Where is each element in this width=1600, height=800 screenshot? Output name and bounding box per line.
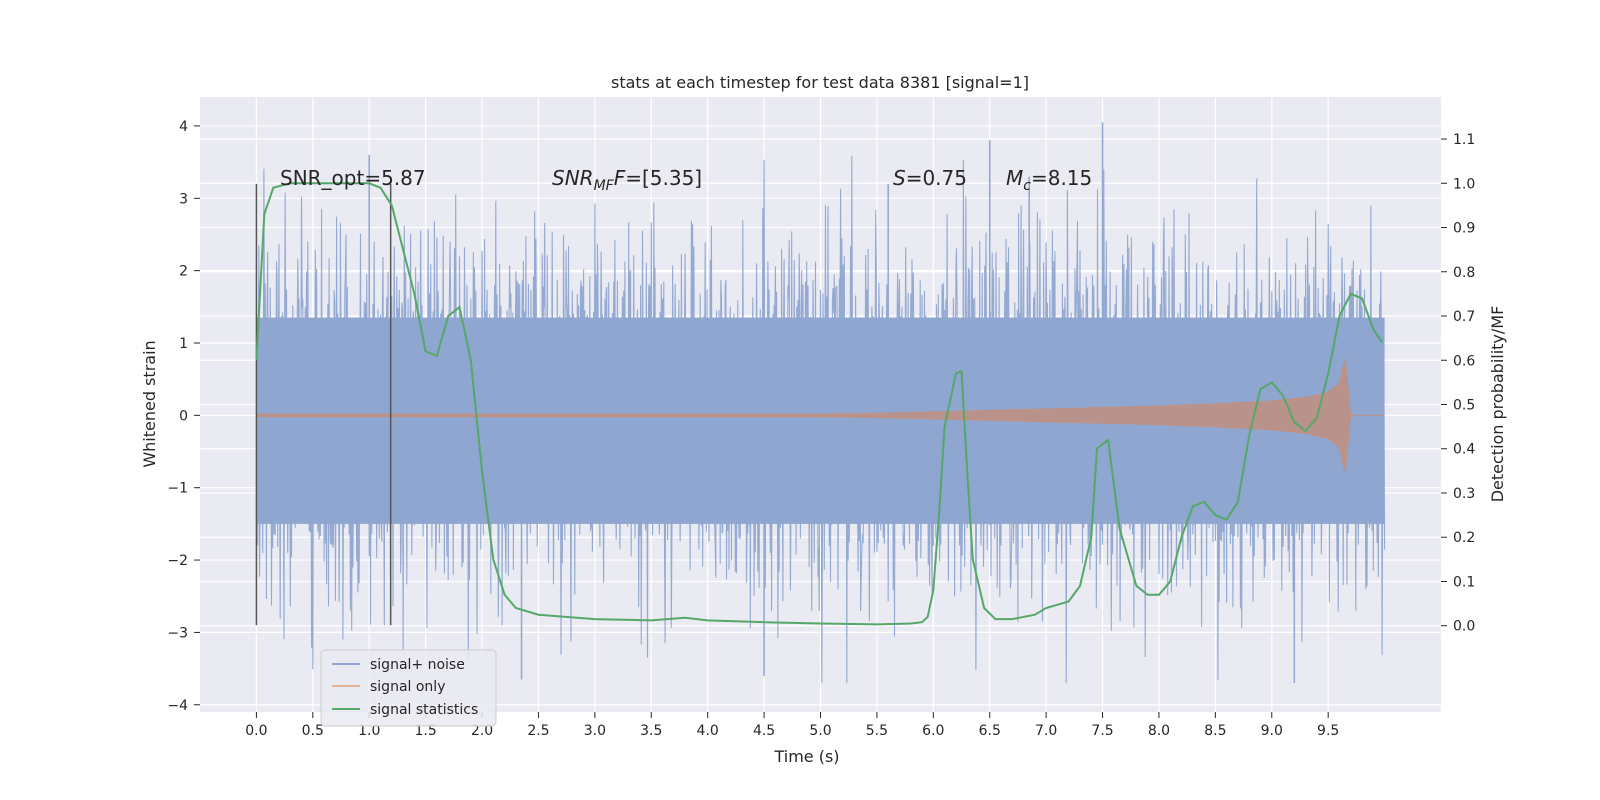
vertical-markers (255, 183, 392, 626)
x-tick-label: 2.0 (471, 723, 493, 739)
y-right-tick-label: 0.3 (1453, 486, 1475, 502)
x-tick-label: 7.0 (1035, 723, 1057, 739)
y-right-tick-label: 0.5 (1453, 398, 1475, 414)
x-tick-label: 5.5 (866, 723, 888, 739)
y-left-tick-label: 2 (179, 264, 188, 280)
y-right-tick-label: 0.2 (1453, 530, 1475, 546)
annotation-mc-sub: c (1023, 178, 1031, 194)
signal-noise-line (255, 155, 1386, 684)
annotation-s-rest: =0.75 (906, 166, 967, 190)
x-tick-label: 9.0 (1261, 723, 1283, 739)
annotation-s-base: S (893, 166, 906, 190)
legend-label-signal-noise: signal+ noise (370, 657, 465, 673)
annotation-snr-mf-sub: MF (594, 178, 615, 194)
x-tick-label: 8.5 (1204, 723, 1226, 739)
x-tick-label: 8.0 (1148, 723, 1170, 739)
x-tick-label: 5.0 (809, 723, 831, 739)
annotation-snr-mf-base: SNR (552, 166, 594, 190)
x-tick-label: 4.5 (753, 723, 775, 739)
annotation-mc: Mc=8.15 (1006, 166, 1092, 194)
y-right-tick-label: 0.7 (1453, 309, 1475, 325)
y-right-axis-ticks: 1.1 1.0 0.9 0.8 0.7 0.6 0.5 0.4 0.3 0.2 0.1 0.0 (1441, 132, 1475, 635)
annotation-snr-mf: SNRMFF=[5.35] (552, 166, 702, 194)
y-left-tick-label: 4 (179, 119, 188, 135)
x-tick-label: 1.5 (415, 723, 437, 739)
x-tick-label: 2.5 (527, 723, 549, 739)
signal-only-envelope (255, 359, 1352, 472)
x-tick-label: 6.5 (979, 723, 1001, 739)
y-left-tick-label: 3 (179, 191, 188, 207)
y-right-axis-label: Detection probability/MF (1488, 306, 1507, 503)
series-signal-only (255, 359, 1385, 472)
y-right-tick-label: 0.1 (1453, 574, 1475, 590)
y-left-axis-ticks: 4 3 2 1 0 −1 −2 −3 −4 (167, 119, 200, 714)
y-right-tick-label: 0.9 (1453, 221, 1475, 237)
annotation-snr-opt: SNR_opt=5.87 (280, 166, 426, 190)
annotations: SNR_opt=5.87 SNRMFF=[5.35] S=0.75 Mc=8.1… (280, 166, 1092, 194)
y-left-tick-label: 0 (179, 408, 188, 424)
y-left-tick-label: 1 (179, 336, 188, 352)
series-signal-statistics (255, 182, 1384, 626)
chart-title: stats at each timestep for test data 838… (611, 73, 1029, 92)
y-right-tick-label: 0.6 (1453, 353, 1475, 369)
y-left-tick-label: −4 (167, 698, 188, 714)
x-tick-label: 7.5 (1091, 723, 1113, 739)
annotation-mc-rest: =8.15 (1031, 166, 1092, 190)
annotation-s: S=0.75 (893, 166, 967, 190)
y-left-tick-label: −3 (167, 625, 188, 641)
x-tick-label: 0.5 (302, 723, 324, 739)
y-right-tick-label: 1.1 (1453, 132, 1475, 148)
x-axis-label: Time (s) (773, 747, 839, 766)
signal-statistics-line (255, 182, 1384, 626)
y-left-axis-label-text: Whitened strain (140, 340, 159, 467)
y-right-tick-label: 0.0 (1453, 619, 1475, 635)
x-tick-label: 1.0 (358, 723, 380, 739)
y-left-tick-label: −1 (167, 481, 188, 497)
legend: signal+ noise signal only signal statist… (320, 649, 497, 727)
x-tick-label: 9.5 (1317, 723, 1339, 739)
x-tick-label: 4.0 (697, 723, 719, 739)
annotation-snr-mf-rest: =[5.35] (625, 166, 702, 190)
legend-box (320, 649, 497, 727)
x-tick-label: 3.5 (640, 723, 662, 739)
x-tick-label: 3.0 (584, 723, 606, 739)
legend-label-signal-only: signal only (370, 679, 445, 695)
x-tick-label: 0.0 (245, 723, 267, 739)
y-right-tick-label: 1.0 (1453, 176, 1475, 192)
y-right-tick-label: 0.4 (1453, 442, 1475, 458)
y-left-tick-label: −2 (167, 553, 188, 569)
x-axis-ticks: 0.0 0.5 1.0 1.5 2.0 2.5 3.0 3.5 4.0 4.5 5.0 5.5 6.0 6… (245, 712, 1339, 739)
annotation-snr-mf-f: F (614, 166, 626, 190)
x-tick-label: 6.0 (922, 723, 944, 739)
y-right-tick-label: 0.8 (1453, 265, 1475, 281)
annotation-mc-base: M (1006, 166, 1023, 190)
legend-label-signal-statistics: signal statistics (370, 702, 478, 718)
